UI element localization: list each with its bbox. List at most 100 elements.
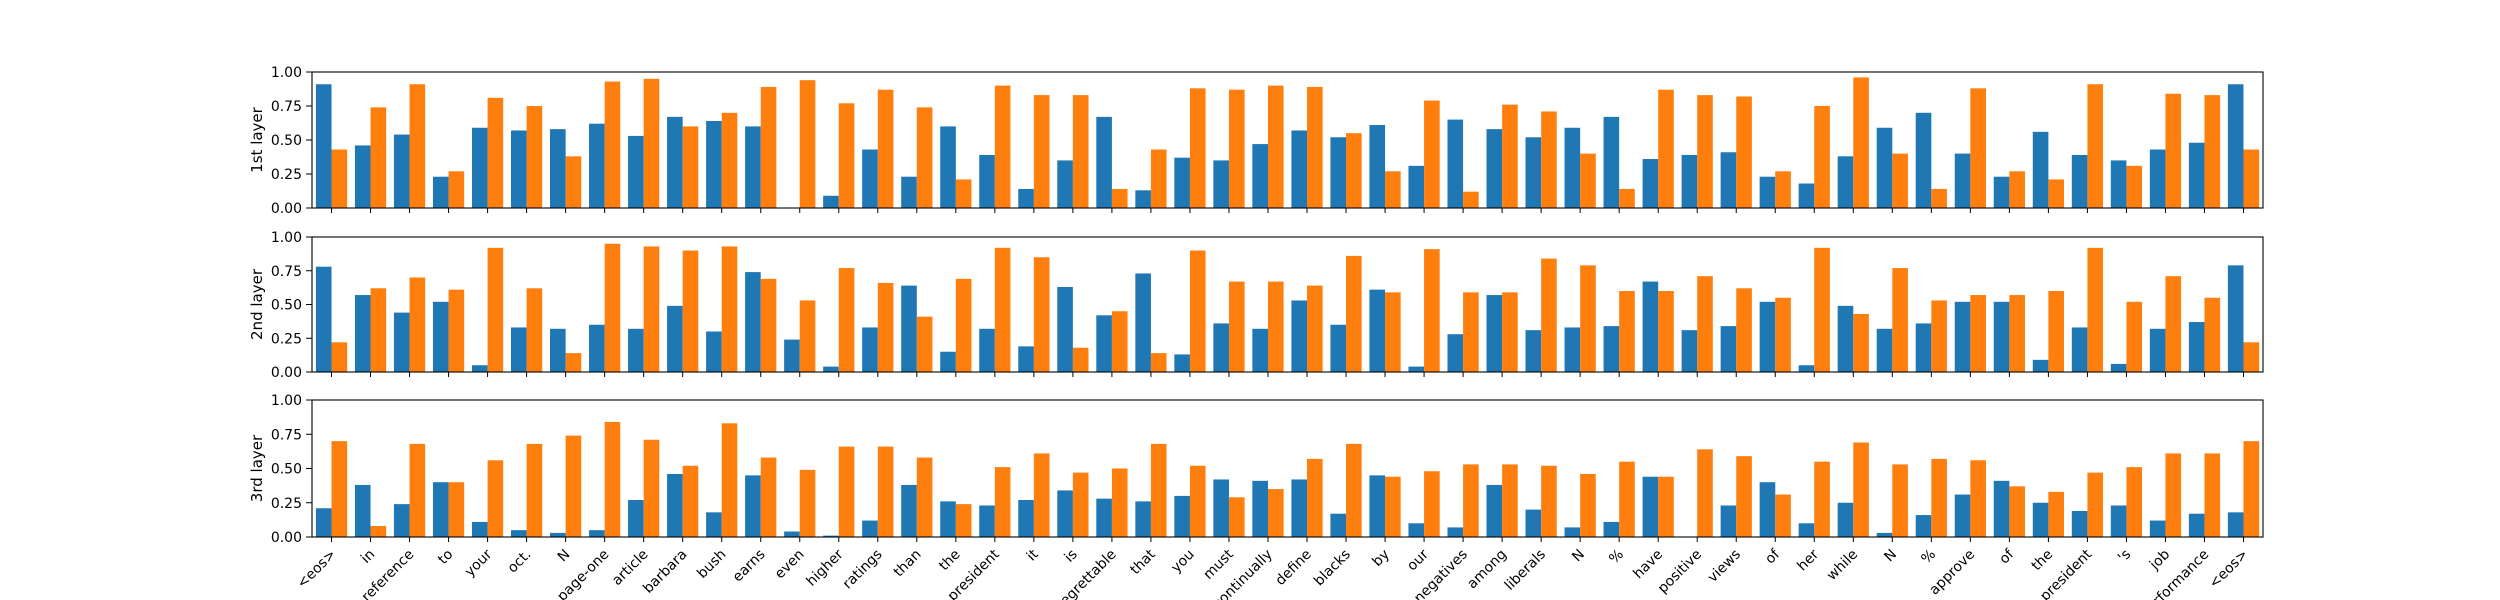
bar-p3-s2-32: [1580, 473, 1596, 537]
xtick-label-4: your: [462, 546, 496, 580]
bar-p1-s2-19: [1072, 95, 1089, 208]
bar-p1-s2-46: [2126, 165, 2143, 208]
bar-p3-s2-3: [448, 482, 465, 537]
ytick-label-3-2: 0.50: [271, 462, 302, 478]
bar-p1-s2-1: [370, 107, 387, 208]
bar-p1-s1-36: [1720, 152, 1737, 208]
ytick-label-1-3: 0.75: [271, 99, 302, 115]
bar-p1-s2-25: [1307, 86, 1323, 208]
xtick-label-18: it: [1024, 546, 1042, 564]
bar-p3-s1-15: [901, 484, 917, 537]
bar-p3-s1-44: [2032, 502, 2049, 537]
bar-p3-s2-13: [838, 446, 855, 537]
bar-p3-s2-1: [370, 526, 387, 537]
bar-p1-s2-29: [1463, 191, 1479, 208]
ytick-label-1-0: 0.00: [271, 201, 302, 217]
bar-p3-s1-30: [1486, 484, 1503, 537]
bar-p1-s1-42: [1954, 153, 1971, 208]
bar-p3-s2-10: [721, 423, 738, 537]
bar-p1-s1-28: [1408, 165, 1425, 208]
bar-p2-s2-31: [1541, 258, 1557, 372]
bar-p2-s1-33: [1603, 326, 1620, 372]
bar-p2-s1-26: [1330, 324, 1347, 372]
xtick-label-23: must: [1201, 546, 1238, 583]
bar-p2-s1-48: [2188, 322, 2205, 372]
bar-p1-s2-23: [1228, 89, 1245, 208]
bar-p2-s2-2: [409, 277, 426, 372]
bar-p1-s2-45: [2087, 84, 2104, 208]
bar-p3-s1-20: [1096, 498, 1112, 537]
bar-p1-s1-41: [1915, 112, 1932, 208]
bar-p3-s1-14: [862, 520, 878, 537]
xtick-label-27: by: [1369, 547, 1392, 570]
xtick-label-44: the: [2029, 547, 2057, 575]
bar-p3-s2-46: [2126, 467, 2143, 537]
bar-p1-s2-5: [526, 106, 543, 208]
xtick-label-46: 's: [2115, 547, 2134, 566]
bar-p3-s2-18: [1033, 453, 1050, 537]
bar-p2-s2-49: [2243, 342, 2260, 372]
bar-p2-s2-33: [1619, 291, 1635, 372]
bar-p2-s1-49: [2227, 265, 2244, 372]
bar-p2-s1-10: [706, 331, 722, 372]
xtick-label-37: of: [1762, 546, 1784, 568]
xtick-label-36: views: [1705, 547, 1744, 586]
bar-p1-s1-48: [2188, 142, 2205, 208]
xtick-label-39: while: [1824, 547, 1861, 584]
bar-p1-s1-34: [1642, 159, 1659, 208]
bar-p1-s1-35: [1681, 154, 1698, 208]
bar-p3-s1-25: [1291, 479, 1308, 537]
xtick-label-48: performance: [2138, 547, 2213, 600]
bar-p1-s1-9: [667, 116, 683, 208]
bar-p1-s1-8: [628, 135, 644, 208]
xtick-label-14: ratings: [840, 547, 886, 593]
bar-p1-s1-7: [589, 123, 605, 208]
bar-p1-s1-10: [706, 120, 722, 208]
bar-p1-s2-18: [1033, 95, 1050, 208]
bar-p3-s2-21: [1150, 443, 1167, 537]
bar-p1-s1-21: [1135, 190, 1151, 208]
bar-p2-s1-18: [1018, 346, 1034, 372]
bar-p1-s1-3: [432, 176, 449, 208]
bar-p1-s2-35: [1697, 95, 1713, 208]
bar-p2-s1-41: [1915, 323, 1932, 372]
bar-p2-s2-3: [448, 289, 465, 372]
bar-p2-s2-15: [916, 316, 933, 372]
bar-p1-s1-15: [901, 176, 917, 208]
bar-p2-s2-38: [1814, 247, 1830, 372]
bar-p1-s1-40: [1876, 127, 1893, 208]
xtick-label-21: that: [1127, 546, 1159, 578]
bar-p3-s1-7: [589, 530, 605, 537]
bar-p2-s2-22: [1189, 250, 1206, 372]
xtick-label-11: earns: [730, 547, 769, 586]
bar-p1-s2-37: [1775, 171, 1791, 208]
bar-p2-s1-30: [1486, 295, 1503, 372]
bar-p2-s1-37: [1759, 301, 1776, 372]
bar-p1-s2-22: [1189, 88, 1206, 208]
bar-p3-s1-39: [1837, 502, 1854, 537]
bar-p2-s1-35: [1681, 330, 1698, 372]
bar-p1-s2-21: [1150, 149, 1167, 208]
bar-p1-s1-37: [1759, 176, 1776, 208]
bar-p1-s2-8: [643, 78, 660, 208]
bar-p3-s2-7: [604, 421, 621, 537]
xtick-label-40: N: [1881, 547, 1900, 566]
bar-p2-s2-23: [1228, 281, 1245, 372]
ytick-label-2-0: 0.00: [271, 365, 302, 381]
xtick-label-47: job: [2146, 546, 2173, 573]
bar-p1-s2-26: [1346, 133, 1362, 208]
bar-p2-s1-28: [1408, 366, 1425, 372]
bar-p3-s2-16: [955, 504, 972, 537]
bar-p2-s1-27: [1369, 289, 1386, 372]
ytick-label-3-4: 1.00: [271, 393, 302, 409]
xtick-label-49: <eos>: [2206, 547, 2251, 592]
bar-p3-s1-34: [1642, 476, 1659, 537]
bar-p2-s1-32: [1564, 327, 1581, 372]
bar-p3-s2-17: [994, 467, 1011, 537]
bar-p2-s1-29: [1447, 334, 1464, 372]
bar-p2-s1-47: [2149, 328, 2166, 372]
bar-p2-s2-0: [331, 342, 348, 372]
bar-p1-s1-16: [940, 126, 956, 208]
bar-p2-s1-34: [1642, 281, 1659, 372]
